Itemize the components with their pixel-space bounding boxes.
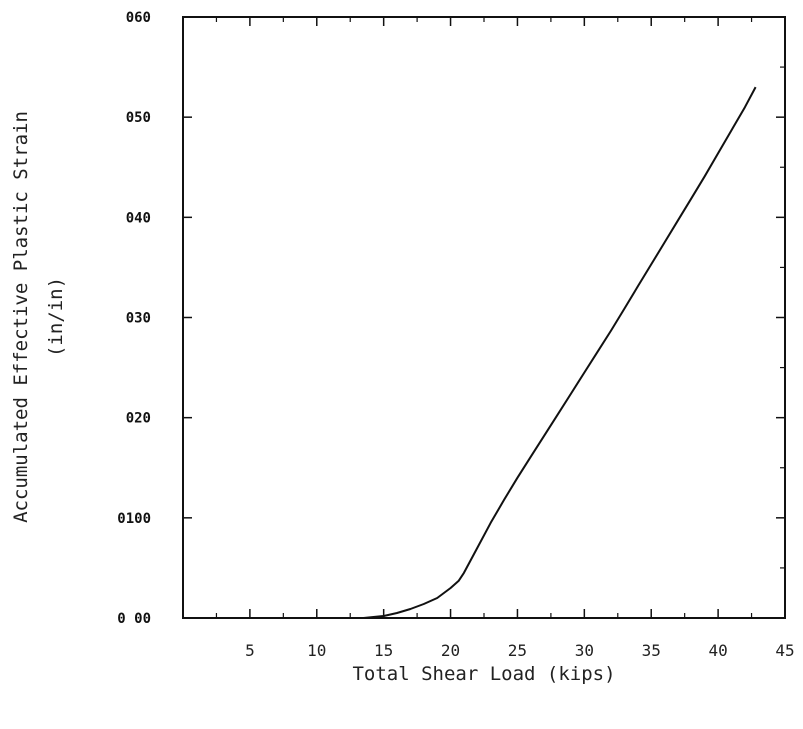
- x-tick-label: 15: [374, 641, 393, 660]
- x-tick-label: 45: [775, 641, 794, 660]
- y-tick-label: 040: [126, 210, 151, 226]
- x-tick-label: 35: [642, 641, 661, 660]
- y-tick-label: 050: [126, 110, 151, 126]
- x-tick-label: 10: [307, 641, 326, 660]
- x-tick-labels: 5 10 15 20 25 30 35 40 45: [245, 641, 795, 660]
- x-tick-label: 20: [441, 641, 460, 660]
- x-tick-label: 5: [245, 641, 255, 660]
- x-tick-label: 25: [508, 641, 527, 660]
- x-axis-title: Total Shear Load (kips): [352, 663, 615, 685]
- y-axis-title: Accumulated Effective Plastic Strain (in…: [10, 111, 67, 523]
- series-layer: [363, 86, 757, 619]
- y-tick-label: 0100: [117, 511, 151, 527]
- series-line-0: [363, 86, 757, 619]
- y-tick-label: 0 00: [117, 611, 151, 627]
- x-tick-label: 30: [575, 641, 594, 660]
- y-tick-label: 060: [126, 10, 151, 26]
- x-tick-label: 40: [708, 641, 727, 660]
- y-tick-labels: 0 00 0100 020 030 040 050 060: [117, 10, 151, 627]
- plot-frame: [182, 16, 786, 619]
- axis-ticks: [183, 16, 786, 619]
- y-axis-title-line-2: (in/in): [45, 277, 67, 357]
- y-tick-label: 020: [126, 411, 151, 427]
- y-axis-title-line-1: Accumulated Effective Plastic Strain: [10, 111, 32, 523]
- y-tick-label: 030: [126, 311, 151, 327]
